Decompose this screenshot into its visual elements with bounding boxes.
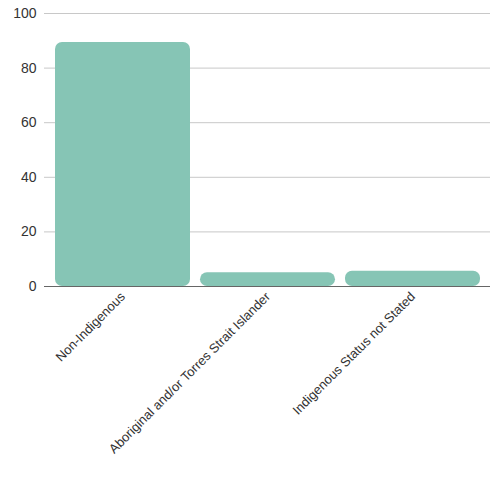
svg-text:80: 80 bbox=[21, 60, 37, 76]
svg-text:20: 20 bbox=[21, 223, 37, 239]
svg-text:0: 0 bbox=[29, 278, 37, 294]
svg-text:40: 40 bbox=[21, 169, 37, 185]
svg-text:Aboriginal and/or Torres Strai: Aboriginal and/or Torres Strait Islander bbox=[106, 288, 274, 456]
svg-text:100: 100 bbox=[13, 5, 37, 21]
svg-text:Indigenous Status not Stated: Indigenous Status not Stated bbox=[289, 289, 418, 418]
svg-text:60: 60 bbox=[21, 114, 37, 130]
svg-text:Non-Indigenous: Non-Indigenous bbox=[53, 289, 129, 365]
